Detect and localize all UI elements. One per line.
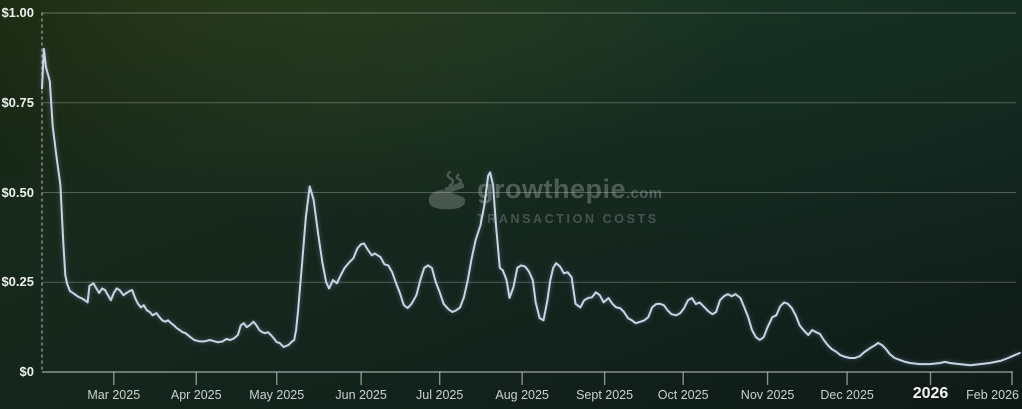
x-axis-label: Apr 2025 <box>170 388 222 402</box>
x-axis-label: Dec 2025 <box>820 388 874 402</box>
x-axis-label: Mar 2025 <box>87 388 141 402</box>
series-line-transaction-costs-usd <box>41 47 1021 367</box>
x-axis-label: Feb 2026 <box>966 388 1019 402</box>
x-axis-label: Oct 2025 <box>657 388 709 402</box>
x-axis-label: 2026 <box>912 385 949 402</box>
y-axis-label: $0.50 <box>1 184 34 200</box>
y-axis-label: $0.75 <box>1 94 34 110</box>
y-axis-label: $0 <box>19 364 34 379</box>
x-axis-label: May 2025 <box>249 388 305 402</box>
x-axis-label: Jul 2025 <box>416 388 464 402</box>
x-axis-label: Sept 2025 <box>576 388 634 402</box>
x-axis-label: Nov 2025 <box>740 388 795 402</box>
y-axis-label: $1.00 <box>1 5 34 20</box>
x-axis-label: Jun 2025 <box>335 388 387 402</box>
y-axis-label: $0.25 <box>1 274 34 290</box>
x-axis-label: Aug 2025 <box>495 388 549 402</box>
